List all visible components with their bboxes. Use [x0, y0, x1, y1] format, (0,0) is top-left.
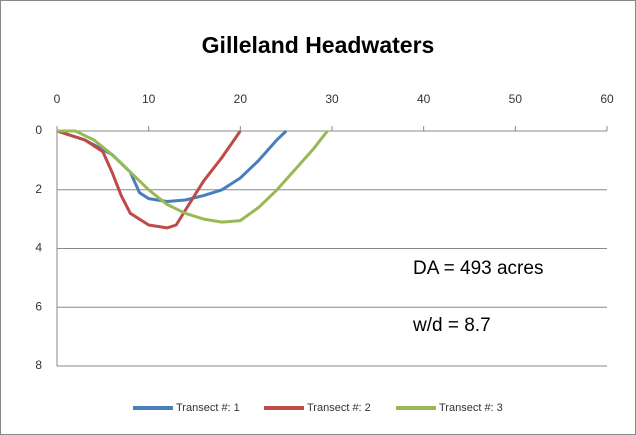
legend-label: Transect #: 2	[307, 402, 371, 414]
y-tick-label: 8	[35, 358, 42, 372]
x-tick-label: 10	[142, 92, 156, 106]
y-tick-label: 6	[35, 299, 42, 313]
annotation: DA = 493 acres	[413, 258, 543, 279]
x-tick-label: 50	[509, 92, 523, 106]
y-tick-label: 0	[35, 123, 42, 137]
x-tick-label: 30	[325, 92, 339, 106]
x-tick-label: 0	[54, 92, 61, 106]
y-tick-label: 2	[35, 182, 42, 196]
x-tick-label: 60	[600, 92, 614, 106]
legend-label: Transect #: 1	[176, 402, 240, 414]
y-tick-label: 4	[35, 241, 42, 255]
chart-title: Gilleland Headwaters	[202, 32, 435, 58]
annotation: w/d = 8.7	[412, 315, 491, 336]
series-line	[56, 129, 242, 230]
x-tick-label: 20	[234, 92, 248, 106]
legend-label: Transect #: 3	[439, 402, 503, 414]
x-tick-label: 40	[417, 92, 431, 106]
series-line	[57, 129, 329, 224]
